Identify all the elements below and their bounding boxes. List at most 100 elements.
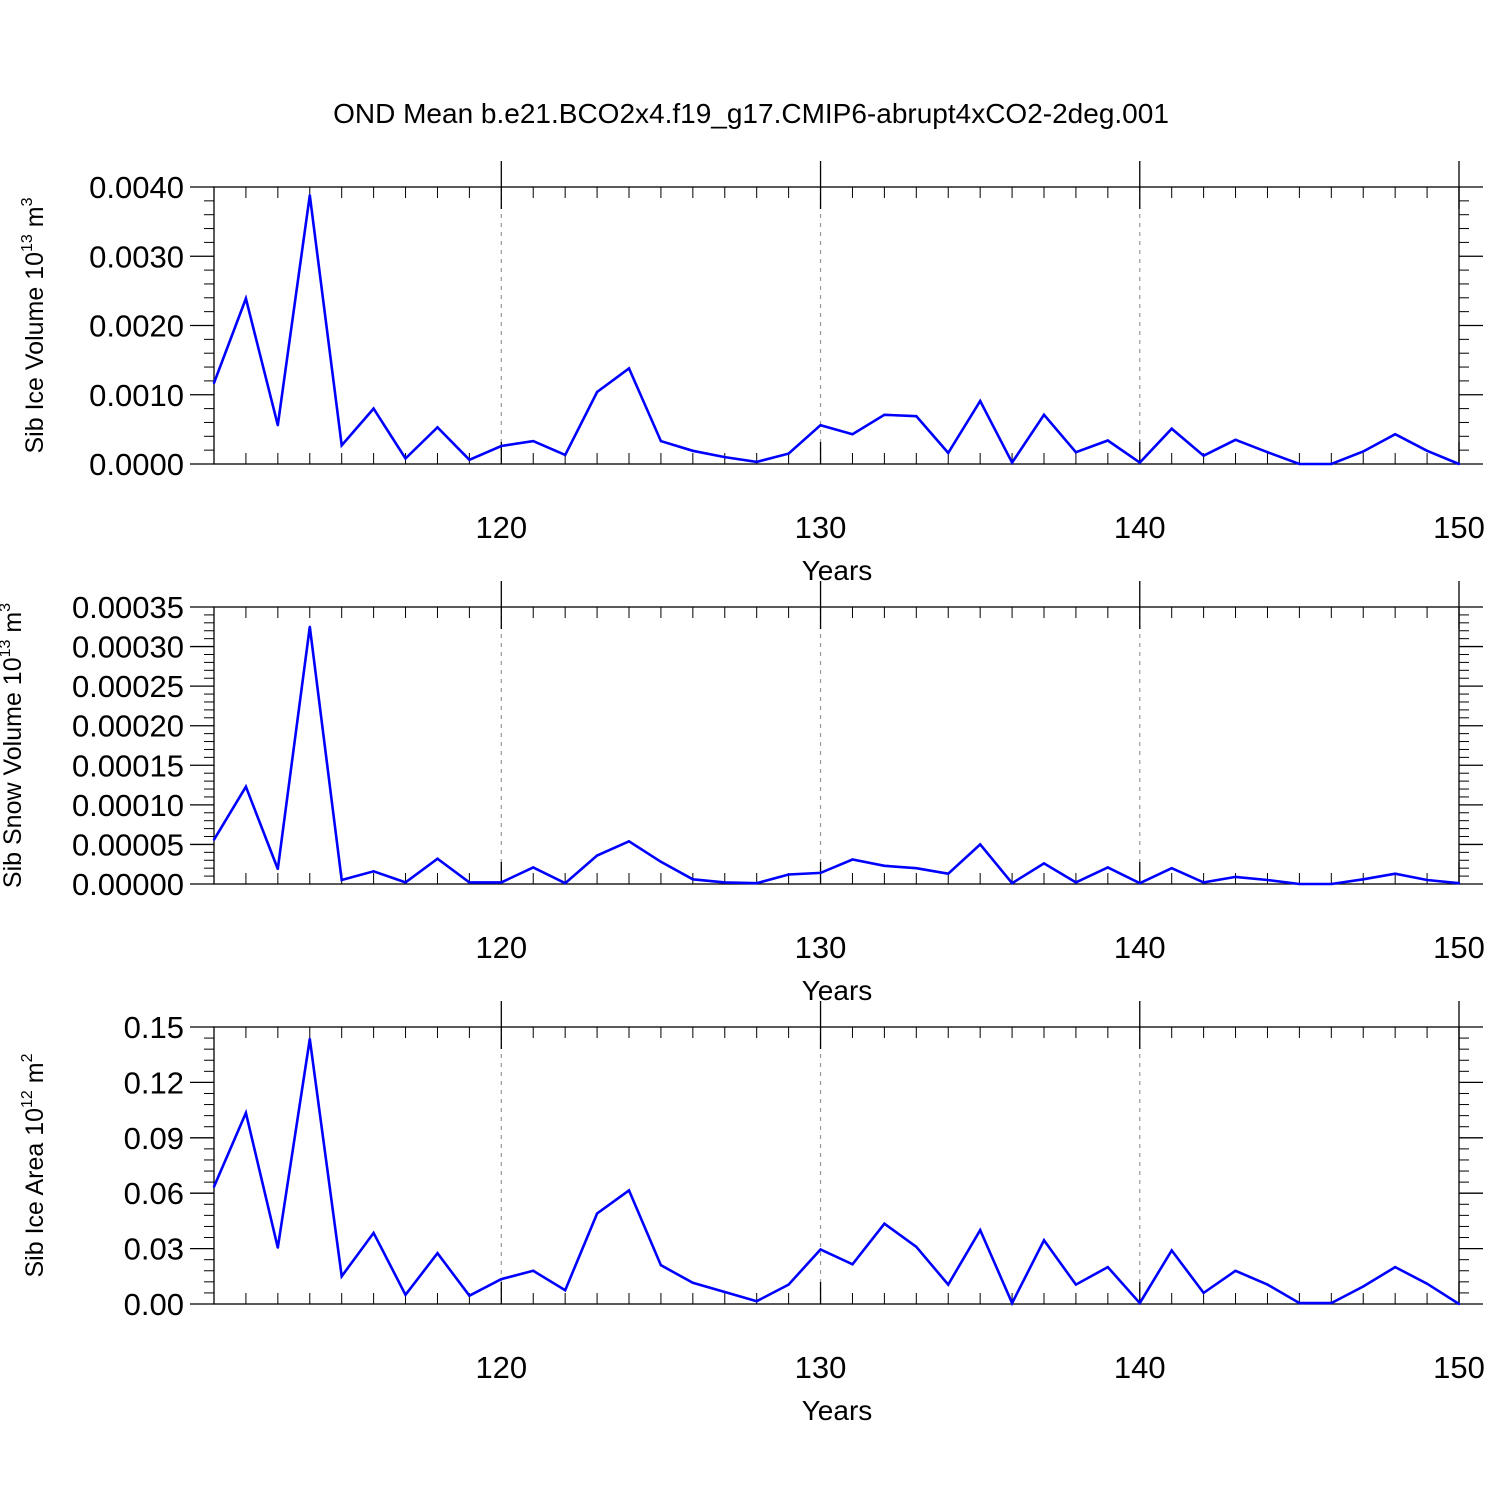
y-tick-label: 0.06 [124,1176,184,1211]
data-point [1457,462,1461,466]
data-point [1393,872,1397,875]
data-point [1298,1301,1301,1305]
y-tick-label: 0.03 [124,1232,184,1267]
data-point [1266,878,1269,882]
data-point [1298,462,1301,466]
y-tick-label: 0.0020 [89,309,184,344]
y-tick-label: 0.0010 [89,378,184,413]
data-point [1362,450,1365,453]
y-axis-label-text: Sib Snow Volume 10 [0,657,27,888]
chart-panel-3: 120 130 140 150 0.00 0.03 0.06 0.09 0.12 0.15 Year… [19,1001,1485,1426]
data-point [1010,882,1014,885]
data-point [1042,1239,1046,1242]
data-point [1457,882,1461,885]
y-axis-label-exponent: 13 [0,639,14,657]
data-point [915,866,918,870]
data-point [883,413,886,417]
data-point [723,881,726,884]
y-axis-label-unit-exponent: 3 [0,603,14,612]
plot-frame [213,186,1460,465]
data-point [308,625,311,628]
data-point [915,1245,918,1248]
data-point [1202,454,1205,457]
y-tick-label: 0.0030 [89,239,184,274]
y-tick-label: 0.0000 [89,447,184,482]
data-point [1330,462,1333,466]
y-tick-label: 0.12 [124,1065,184,1100]
data-point [1457,1302,1461,1306]
data-point [787,1283,790,1286]
data-point [276,1246,280,1249]
data-point [1042,413,1046,417]
data-point [1362,878,1365,881]
data-point [1330,882,1333,886]
y-axis-label-unit: m [0,612,27,640]
data-point [468,1294,471,1297]
data-point [212,838,216,841]
data-point [1330,1301,1333,1305]
data-point [1202,1291,1205,1295]
data-point [340,1275,343,1278]
data-point [1170,866,1173,870]
data-point [883,1222,886,1225]
y-tick-label: 0.09 [124,1121,184,1156]
y-tick-label: 0.00025 [72,669,184,704]
plot-frame [213,1026,1460,1305]
data-point [978,1228,982,1232]
y-tick-label: 0.00015 [72,748,184,783]
series-line [212,626,1460,886]
y-tick-label: 0.0040 [89,170,184,205]
data-point [1425,878,1429,882]
y-axis-label: Sib Snow Volume 1013 m3 [0,603,27,888]
data-point [1425,1282,1429,1285]
data-point [691,449,695,453]
x-tick-label: 120 [475,1350,527,1385]
data-point [595,390,599,394]
data-point [627,840,631,843]
y-axis-label-exponent: 12 [19,1090,36,1108]
x-axis-label: Years [802,1395,873,1426]
data-point [563,1288,567,1292]
data-point [1298,882,1301,886]
data-point [978,843,982,846]
data-point [340,444,343,447]
data-point [404,457,407,460]
y-tick-label: 0.00 [124,1287,184,1322]
data-point [372,870,375,873]
y-axis-label: Sib Ice Area 1012 m2 [19,1053,49,1277]
data-point [308,194,311,197]
data-point [1362,1285,1365,1288]
data-point [244,785,248,788]
data-point [1266,451,1269,454]
data-point [819,424,822,427]
data-point [404,881,407,884]
data-point [659,439,663,443]
y-tick-label: 0.00020 [72,709,184,744]
data-point [819,1248,822,1251]
data-point [1234,438,1237,441]
data-point [851,1263,854,1266]
data-point [468,881,471,884]
y-tick-label: 0.00010 [72,788,184,823]
y-axis-label-text: Sib Ice Volume 10 [21,252,49,454]
data-point [851,433,854,436]
data-point [532,439,535,443]
data-point [819,871,822,875]
x-tick-label: 140 [1114,1350,1166,1385]
plot-frame [213,606,1460,885]
data-point [1106,866,1110,869]
y-axis-label-unit: m [21,1062,49,1090]
data-point [691,878,695,881]
data-point [212,1185,216,1188]
data-point [436,857,439,860]
data-point [755,1300,758,1303]
y-axis-label-exponent: 13 [19,234,36,252]
data-point [851,858,854,861]
data-point [947,451,950,455]
x-axis-label: Years [802,975,873,1006]
data-point [244,297,248,300]
y-axis-label-unit-exponent: 2 [19,1053,36,1062]
data-point [627,1189,631,1192]
data-point [595,854,599,857]
data-point [1234,1269,1237,1272]
